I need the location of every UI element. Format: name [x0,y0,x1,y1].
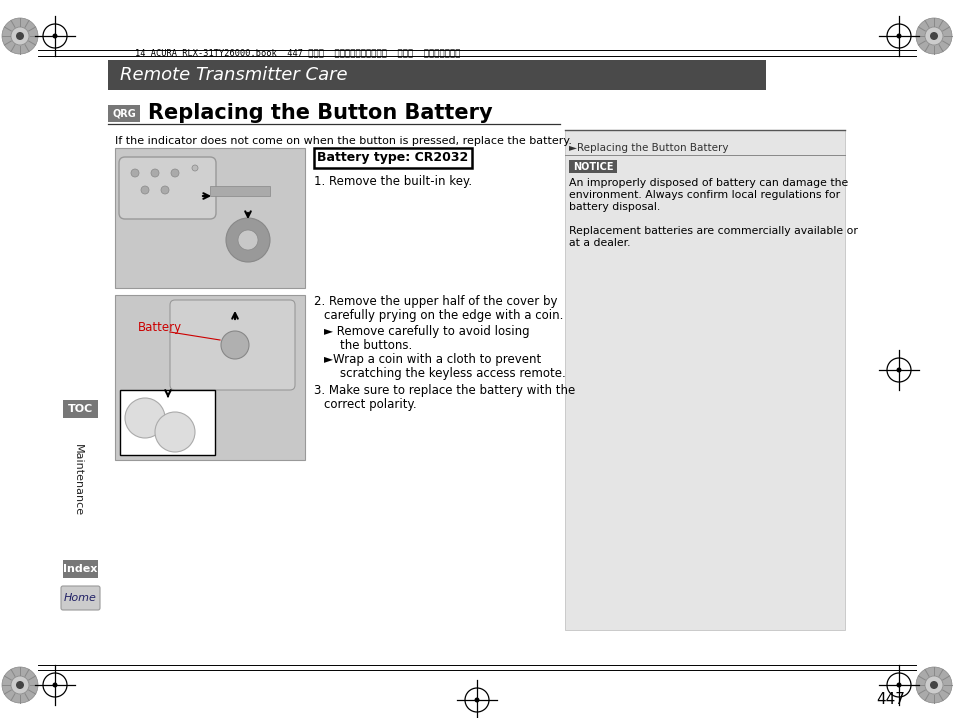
Circle shape [161,186,169,194]
Circle shape [52,34,57,39]
Circle shape [131,169,139,177]
Bar [63,400,98,418]
Text: Home: Home [64,593,97,603]
Bar [63,560,98,578]
Circle shape [141,186,149,194]
Text: 14 ACURA RLX-31TY26000.book  447 ページ  ２０１３年３月１８日  月曜日  午後３時１８分: 14 ACURA RLX-31TY26000.book 447 ページ ２０１３… [135,49,460,57]
Text: An improperly disposed of battery can damage the: An improperly disposed of battery can da… [568,178,847,188]
Bar [564,130,844,630]
Circle shape [474,697,479,702]
FancyBboxPatch shape [119,157,215,219]
Text: 1. Remove the built-in key.: 1. Remove the built-in key. [314,175,472,188]
Circle shape [929,681,937,689]
Bar [108,105,140,122]
FancyBboxPatch shape [170,300,294,390]
Text: Replacement batteries are commercially available or: Replacement batteries are commercially a… [568,226,857,236]
Circle shape [125,398,165,438]
Circle shape [924,27,942,45]
Text: Remote Transmitter Care: Remote Transmitter Care [120,66,347,84]
Circle shape [11,27,29,45]
Text: 2. Remove the upper half of the cover by: 2. Remove the upper half of the cover by [314,295,557,308]
Circle shape [915,18,951,54]
Text: Index: Index [63,564,97,574]
Text: TOC: TOC [68,404,93,414]
Circle shape [171,169,179,177]
Bar [120,390,214,455]
Bar [210,186,270,196]
Text: battery disposal.: battery disposal. [568,202,659,212]
Text: carefully prying on the edge with a coin.: carefully prying on the edge with a coin… [324,309,563,322]
Text: NOTICE: NOTICE [572,162,613,172]
Text: environment. Always confirm local regulations for: environment. Always confirm local regula… [568,190,840,200]
Circle shape [11,676,29,694]
FancyBboxPatch shape [61,586,100,610]
Circle shape [929,32,937,40]
Text: the buttons.: the buttons. [339,339,412,352]
Text: 447: 447 [875,692,904,707]
Circle shape [2,667,38,703]
Text: at a dealer.: at a dealer. [568,238,630,248]
Text: ►Replacing the Button Battery: ►Replacing the Button Battery [568,143,728,153]
Bar [115,148,305,288]
Text: If the indicator does not come on when the button is pressed, replace the batter: If the indicator does not come on when t… [115,136,572,146]
Circle shape [896,683,901,688]
Circle shape [915,667,951,703]
Circle shape [924,676,942,694]
Circle shape [221,331,249,359]
Text: ►Wrap a coin with a cloth to prevent: ►Wrap a coin with a cloth to prevent [324,353,540,366]
Bar [568,160,617,173]
Bar [115,295,305,460]
Text: ► Remove carefully to avoid losing: ► Remove carefully to avoid losing [324,325,529,338]
Text: QRG: QRG [112,108,135,118]
Circle shape [237,230,257,250]
Text: Replacing the Button Battery: Replacing the Button Battery [148,103,492,123]
Circle shape [226,218,270,262]
Circle shape [896,368,901,373]
Circle shape [16,32,24,40]
Text: correct polarity.: correct polarity. [324,398,416,411]
Text: Battery type: CR2032: Battery type: CR2032 [317,151,468,164]
Circle shape [154,412,194,452]
Circle shape [52,683,57,688]
Text: Maintenance: Maintenance [73,444,83,516]
Circle shape [896,34,901,39]
Text: Battery: Battery [138,322,182,335]
Circle shape [16,681,24,689]
Circle shape [192,165,198,171]
Circle shape [151,169,159,177]
Circle shape [2,18,38,54]
Bar [314,148,472,168]
Bar [108,60,765,90]
Text: scratching the keyless access remote.: scratching the keyless access remote. [339,367,565,380]
Text: 3. Make sure to replace the battery with the: 3. Make sure to replace the battery with… [314,384,575,397]
